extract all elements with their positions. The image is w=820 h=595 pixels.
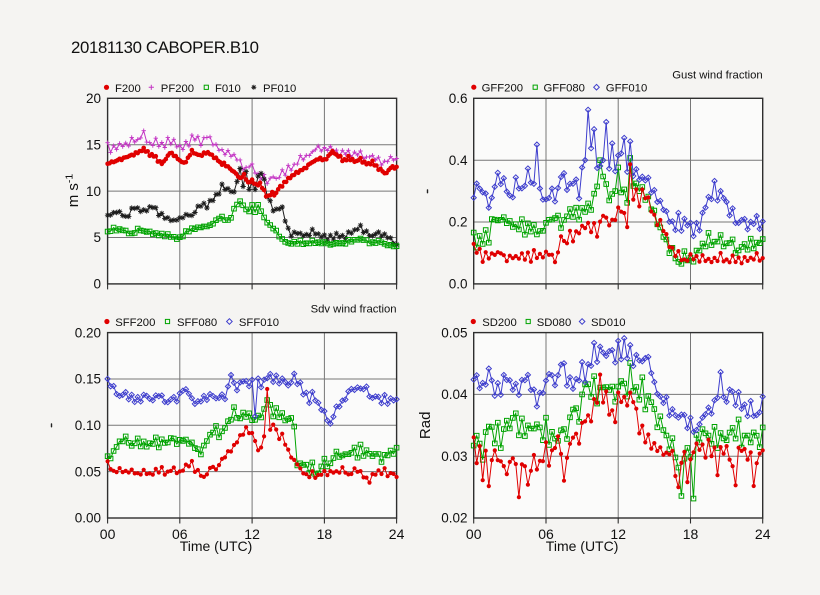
svg-text:GFF010: GFF010 <box>606 83 647 95</box>
svg-text:0.05: 0.05 <box>75 464 101 479</box>
svg-text:20: 20 <box>86 91 101 106</box>
svg-text:0.2: 0.2 <box>449 215 468 230</box>
svg-text:PF200: PF200 <box>161 83 194 95</box>
svg-text:20181130 CABOPER.B10: 20181130 CABOPER.B10 <box>71 38 259 57</box>
svg-text:0.10: 0.10 <box>75 418 101 433</box>
svg-text:0.15: 0.15 <box>75 372 101 387</box>
svg-text:0.00: 0.00 <box>75 511 101 526</box>
svg-text:24: 24 <box>389 526 405 542</box>
svg-text:15: 15 <box>86 137 101 152</box>
svg-text:Time (UTC): Time (UTC) <box>180 538 253 554</box>
svg-text:24: 24 <box>755 526 771 542</box>
svg-text:0.4: 0.4 <box>449 153 468 168</box>
svg-text:0.05: 0.05 <box>441 325 467 340</box>
svg-text:Gust wind fraction: Gust wind fraction <box>672 70 762 82</box>
svg-text:SD200: SD200 <box>482 317 517 329</box>
svg-text:06: 06 <box>172 526 188 542</box>
svg-text:F010: F010 <box>215 83 241 95</box>
svg-text:5: 5 <box>93 230 101 245</box>
svg-text:0.02: 0.02 <box>441 511 467 526</box>
svg-text:PF010: PF010 <box>263 83 296 95</box>
svg-text:0.6: 0.6 <box>449 91 468 106</box>
svg-text:SD010: SD010 <box>591 317 626 329</box>
svg-text:0.03: 0.03 <box>441 449 467 464</box>
svg-text:00: 00 <box>100 526 116 542</box>
svg-text:0.0: 0.0 <box>449 277 468 292</box>
svg-text:06: 06 <box>538 526 554 542</box>
svg-text:SFF200: SFF200 <box>115 317 155 329</box>
svg-text:18: 18 <box>317 526 333 542</box>
svg-text:F200: F200 <box>115 83 141 95</box>
svg-text:GFF200: GFF200 <box>482 83 523 95</box>
svg-text:12: 12 <box>610 526 626 542</box>
svg-text:0.04: 0.04 <box>441 387 468 402</box>
svg-text:18: 18 <box>683 526 699 542</box>
svg-text:SFF010: SFF010 <box>239 317 279 329</box>
svg-text:Sdv wind fraction: Sdv wind fraction <box>311 304 397 316</box>
svg-text:0.20: 0.20 <box>75 325 101 340</box>
svg-text:10: 10 <box>86 184 101 199</box>
svg-text:SFF080: SFF080 <box>177 317 217 329</box>
svg-text:0: 0 <box>93 277 101 292</box>
svg-text:GFF080: GFF080 <box>544 83 585 95</box>
svg-text:Rad: Rad <box>417 412 434 440</box>
svg-text:00: 00 <box>466 526 482 542</box>
svg-text:12: 12 <box>244 526 260 542</box>
svg-text:Time (UTC): Time (UTC) <box>546 538 619 554</box>
svg-text:SD080: SD080 <box>537 317 572 329</box>
